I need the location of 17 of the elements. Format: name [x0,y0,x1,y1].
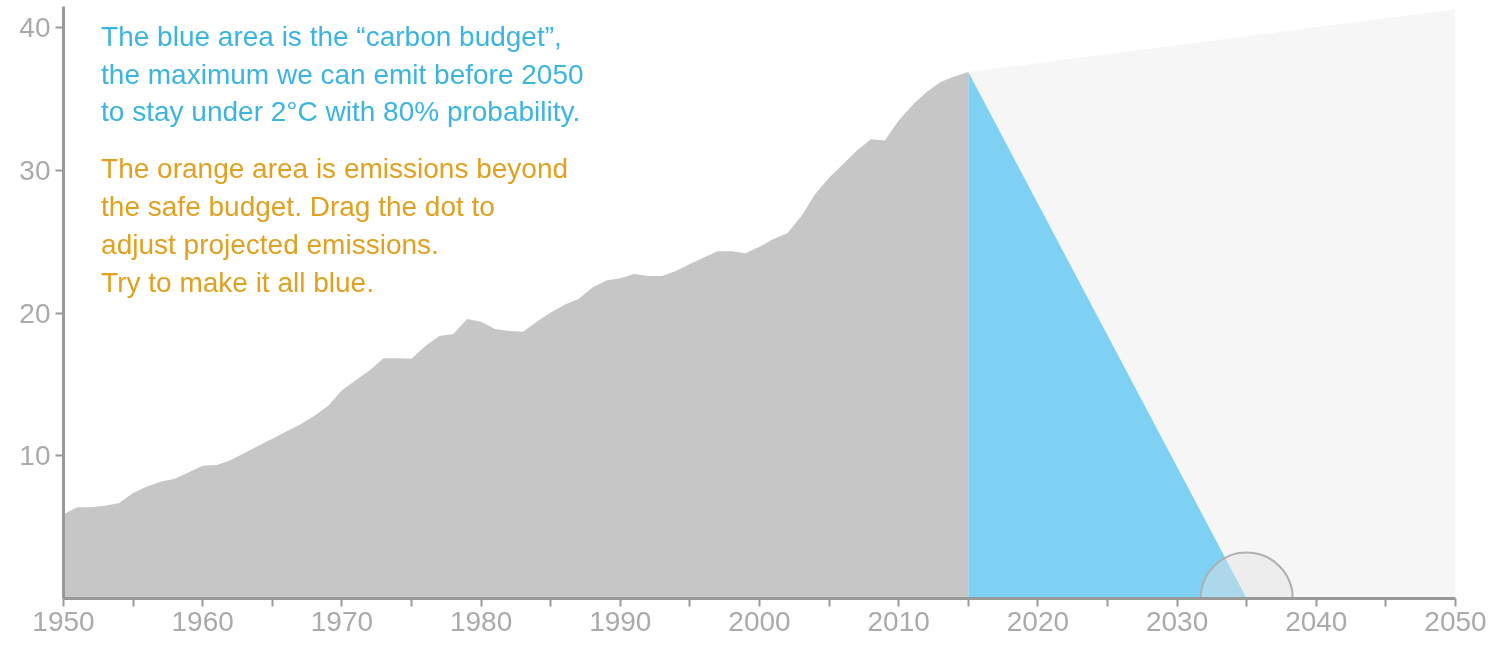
x-tick-label: 2000 [728,605,791,637]
x-tick-label: 2050 [1424,605,1487,637]
x-tick-label: 1960 [171,605,234,637]
annotation: The blue area is the “carbon budget”, the maximum we can emit before 2050 to stay under 2°C with 80% probability. [101,20,584,128]
x-tick-label: 2030 [1145,605,1209,637]
y-tick-label: 20 [19,297,51,329]
x-tick-label: 1990 [589,605,652,637]
x-tick-label: 2040 [1285,605,1348,637]
x-tick-label: 1970 [310,605,374,637]
y-tick-label: 10 [19,440,51,472]
x-tick-label: 1950 [32,605,95,637]
y-tick-label: 40 [19,12,51,44]
x-tick-label: 2020 [1006,605,1070,637]
y-tick-label: 30 [19,155,51,187]
x-tick-label: 1980 [449,605,513,637]
annotation: The orange area is emissions beyond the safe budget. Drag the dot to adjust projected emissions. Try to make it all blue. [101,153,569,298]
x-tick-label: 2010 [867,605,930,637]
